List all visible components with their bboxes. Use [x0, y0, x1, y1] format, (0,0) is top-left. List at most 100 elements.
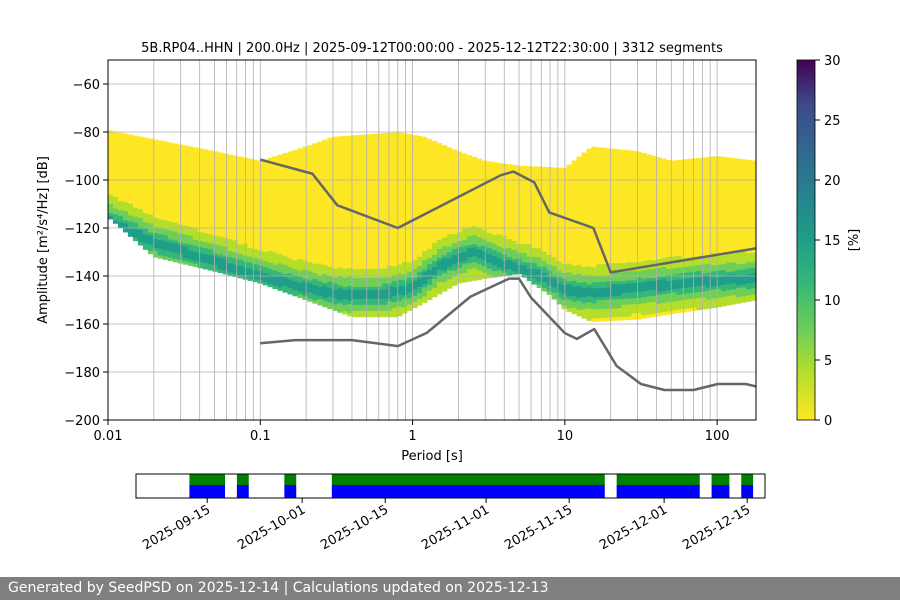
heatmap-cell: [262, 207, 268, 211]
heatmap-cell: [132, 171, 139, 176]
heatmap-cell: [237, 211, 243, 215]
heatmap-cell: [172, 219, 179, 223]
heatmap-cell: [407, 149, 413, 153]
heatmap-cell: [616, 308, 622, 312]
heatmap-cell: [292, 191, 298, 196]
heatmap-cell: [197, 187, 204, 191]
heatmap-cell: [312, 288, 318, 292]
heatmap-cell: [347, 312, 353, 317]
heatmap-cell: [471, 268, 478, 272]
heatmap-cell: [586, 269, 592, 273]
heatmap-cell: [362, 194, 368, 198]
heatmap-cell: [536, 175, 543, 180]
heatmap-cell: [576, 291, 582, 296]
heatmap-cell: [387, 135, 393, 140]
heatmap-cell: [222, 258, 229, 263]
heatmap-cell: [626, 234, 632, 239]
heatmap-cell: [317, 192, 323, 196]
heatmap-cell: [322, 223, 328, 227]
heatmap-cell: [526, 265, 533, 270]
heatmap-cell: [317, 174, 323, 178]
heatmap-cell: [556, 182, 562, 187]
heatmap-cell: [511, 164, 518, 169]
heatmap-cell: [636, 184, 642, 188]
heatmap-cell: [262, 249, 268, 253]
heatmap-cell: [586, 305, 592, 309]
heatmap-cell: [217, 239, 224, 244]
heatmap-cell: [142, 164, 149, 169]
heatmap-cell: [352, 182, 358, 187]
heatmap-cell: [337, 297, 343, 301]
heatmap-cell: [382, 202, 388, 206]
heatmap-cell: [202, 242, 209, 246]
heatmap-cell: [481, 221, 488, 225]
heatmap-cell: [152, 217, 159, 222]
heatmap-cell: [357, 242, 363, 246]
heatmap-cell: [252, 216, 258, 220]
heatmap-cell: [237, 220, 243, 224]
heatmap-cell: [287, 252, 293, 256]
heatmap-cell: [486, 167, 493, 171]
heatmap-cell: [486, 215, 493, 219]
heatmap-cell: [352, 218, 358, 222]
heatmap-cell: [382, 295, 388, 300]
heatmap-cell: [207, 222, 214, 226]
heatmap-cell: [197, 258, 204, 263]
heatmap-cell: [147, 223, 154, 227]
heatmap-cell: [576, 207, 582, 212]
heatmap-cell: [441, 145, 448, 149]
heatmap-cell: [466, 203, 473, 207]
heatmap-cell: [392, 173, 398, 178]
heatmap-cell: [222, 255, 229, 260]
heatmap-cell: [147, 144, 154, 149]
heatmap-cell: [387, 247, 393, 251]
heatmap-cell: [566, 176, 572, 180]
heatmap-cell: [137, 202, 144, 207]
heatmap-cell: [466, 173, 473, 177]
heatmap-cell: [247, 206, 253, 210]
heatmap-cell: [272, 234, 278, 238]
heatmap-cell: [142, 137, 149, 141]
heatmap-cell: [596, 234, 602, 238]
heatmap-cell: [417, 268, 423, 273]
heatmap-cell: [456, 160, 463, 164]
heatmap-cell: [621, 227, 627, 231]
heatmap-cell: [182, 184, 189, 188]
heatmap-cell: [127, 134, 134, 138]
heatmap-cell: [436, 251, 443, 256]
heatmap-cell: [192, 168, 199, 172]
heatmap-cell: [496, 198, 503, 203]
heatmap-cell: [441, 237, 448, 241]
heatmap-cell: [596, 312, 602, 316]
heatmap-cell: [392, 159, 398, 163]
heatmap-cell: [516, 228, 523, 233]
heatmap-cell: [436, 146, 443, 150]
heatmap-cell: [252, 240, 258, 244]
heatmap-cell: [147, 162, 154, 167]
heatmap-cell: [581, 200, 587, 205]
heatmap-cell: [327, 176, 333, 181]
heatmap-cell: [137, 193, 144, 198]
heatmap-cell: [277, 181, 283, 186]
heatmap-cell: [581, 251, 587, 256]
heatmap-cell: [232, 158, 238, 162]
heatmap-cell: [142, 140, 149, 144]
heatmap-cell: [526, 277, 533, 282]
heatmap-cell: [362, 251, 368, 255]
heatmap-cell: [347, 249, 353, 254]
heatmap-cell: [342, 229, 348, 234]
heatmap-cell: [476, 237, 483, 241]
heatmap-cell: [466, 164, 473, 168]
heatmap-cell: [496, 255, 503, 259]
heatmap-cell: [377, 184, 383, 188]
heatmap-cell: [197, 261, 204, 266]
heatmap-cell: [432, 230, 438, 235]
heatmap-cell: [262, 240, 268, 244]
heatmap-cell: [322, 190, 328, 194]
heatmap-cell: [516, 255, 523, 260]
heatmap-cell: [322, 277, 328, 281]
heatmap-cell: [347, 135, 353, 140]
heatmap-cell: [347, 210, 353, 215]
heatmap-cell: [591, 152, 597, 157]
heatmap-cell: [132, 141, 139, 145]
